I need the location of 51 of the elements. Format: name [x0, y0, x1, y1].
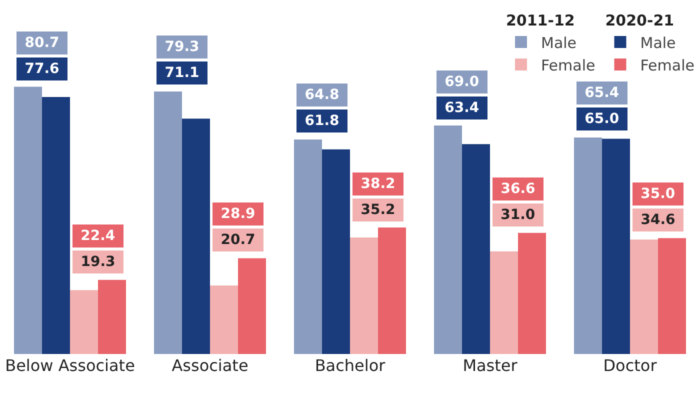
bar: [14, 86, 42, 354]
bar: [238, 258, 266, 354]
legend-label: Female: [541, 56, 596, 74]
data-label: 65.4: [584, 85, 620, 101]
bar: [154, 91, 182, 354]
bar: [210, 285, 238, 354]
data-label: 34.6: [640, 212, 676, 228]
bar: [350, 237, 378, 354]
bar: [518, 232, 546, 354]
data-label: 35.2: [360, 202, 396, 218]
data-label: 20.7: [220, 232, 256, 248]
bar: [182, 118, 210, 354]
x-tick-label: Master: [462, 356, 518, 375]
data-label: 71.1: [164, 65, 200, 81]
x-tick-label: Associate: [172, 356, 248, 375]
data-label: 22.4: [80, 228, 116, 244]
data-label: 61.8: [304, 113, 340, 129]
text: 2020-21: [605, 11, 674, 30]
legend-label: Male: [640, 34, 676, 52]
bar: [602, 138, 630, 354]
bar: [434, 126, 462, 354]
data-label: 79.3: [164, 39, 200, 55]
data-label: 35.0: [640, 186, 676, 202]
legend-label: Male: [541, 34, 577, 52]
legend-label: Female: [640, 56, 694, 74]
data-label: 19.3: [80, 254, 116, 270]
x-tick-label: Bachelor: [314, 356, 386, 375]
data-label: 63.4: [444, 100, 480, 116]
bar: [98, 280, 126, 354]
bar: [70, 290, 98, 354]
bar: [462, 144, 490, 354]
bar: [490, 251, 518, 354]
bar: [630, 239, 658, 354]
bar: [378, 228, 406, 354]
data-label: 64.8: [304, 87, 340, 103]
bar: [574, 137, 602, 354]
x-tick-label: Below Associate: [5, 356, 135, 375]
text: 2011-12: [506, 11, 575, 30]
bar: [322, 149, 350, 354]
data-label: 77.6: [24, 61, 60, 77]
data-label: 31.0: [500, 207, 536, 223]
data-label: 28.9: [220, 206, 256, 222]
data-label: 69.0: [444, 74, 480, 90]
data-label: 80.7: [24, 35, 60, 51]
bar: [658, 238, 686, 354]
data-label: 38.2: [360, 176, 396, 192]
data-label: 36.6: [500, 181, 536, 197]
data-label: 65.0: [584, 111, 620, 127]
bar: [294, 139, 322, 354]
x-tick-label: Doctor: [603, 356, 658, 375]
bar: [42, 97, 70, 354]
